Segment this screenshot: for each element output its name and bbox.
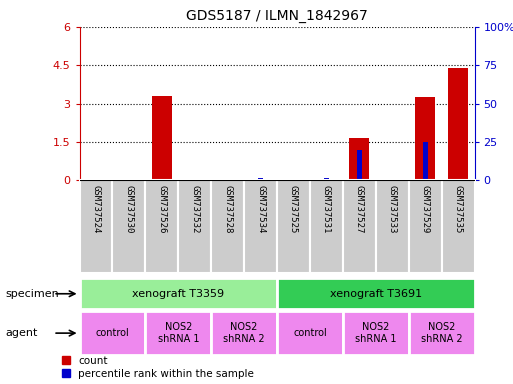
Bar: [112, 180, 145, 273]
Bar: [277, 180, 310, 273]
Text: GSM737528: GSM737528: [223, 185, 232, 233]
Bar: [277, 311, 343, 355]
Text: xenograft T3691: xenograft T3691: [330, 289, 422, 299]
Text: GSM737533: GSM737533: [388, 185, 397, 233]
Text: GSM737525: GSM737525: [289, 185, 298, 233]
Text: agent: agent: [5, 328, 37, 338]
Bar: [343, 180, 376, 273]
Bar: [357, 150, 362, 180]
Text: GSM737532: GSM737532: [190, 185, 199, 233]
Bar: [343, 311, 409, 355]
Bar: [258, 178, 263, 180]
Text: NOS2
shRNA 2: NOS2 shRNA 2: [223, 322, 265, 344]
Bar: [423, 142, 428, 180]
Bar: [409, 311, 475, 355]
Legend: count, percentile rank within the sample: count, percentile rank within the sample: [62, 356, 254, 379]
Text: specimen: specimen: [5, 289, 59, 299]
Bar: [145, 180, 179, 273]
Bar: [416, 97, 435, 180]
Bar: [80, 311, 145, 355]
Text: NOS2
shRNA 1: NOS2 shRNA 1: [157, 322, 199, 344]
Bar: [442, 180, 475, 273]
Bar: [310, 180, 343, 273]
Text: GSM737531: GSM737531: [322, 185, 331, 233]
Text: GSM737524: GSM737524: [91, 185, 101, 233]
Bar: [179, 180, 211, 273]
Bar: [324, 178, 329, 180]
Bar: [376, 180, 409, 273]
Text: control: control: [293, 328, 327, 338]
Text: xenograft T3359: xenograft T3359: [132, 289, 224, 299]
Text: GSM737527: GSM737527: [355, 185, 364, 233]
Text: GSM737526: GSM737526: [157, 185, 166, 233]
Title: GDS5187 / ILMN_1842967: GDS5187 / ILMN_1842967: [186, 9, 368, 23]
Text: GSM737529: GSM737529: [421, 185, 430, 233]
Bar: [244, 180, 277, 273]
Bar: [448, 68, 468, 180]
Bar: [145, 311, 211, 355]
Text: control: control: [95, 328, 129, 338]
Text: NOS2
shRNA 2: NOS2 shRNA 2: [421, 322, 462, 344]
Bar: [349, 138, 369, 180]
Text: NOS2
shRNA 1: NOS2 shRNA 1: [355, 322, 397, 344]
Bar: [211, 311, 277, 355]
Bar: [409, 180, 442, 273]
Bar: [211, 180, 244, 273]
Text: GSM737530: GSM737530: [124, 185, 133, 233]
Bar: [277, 278, 475, 309]
Text: GSM737534: GSM737534: [256, 185, 265, 233]
Text: GSM737535: GSM737535: [453, 185, 463, 233]
Bar: [80, 180, 112, 273]
Bar: [152, 96, 172, 180]
Bar: [80, 278, 277, 309]
